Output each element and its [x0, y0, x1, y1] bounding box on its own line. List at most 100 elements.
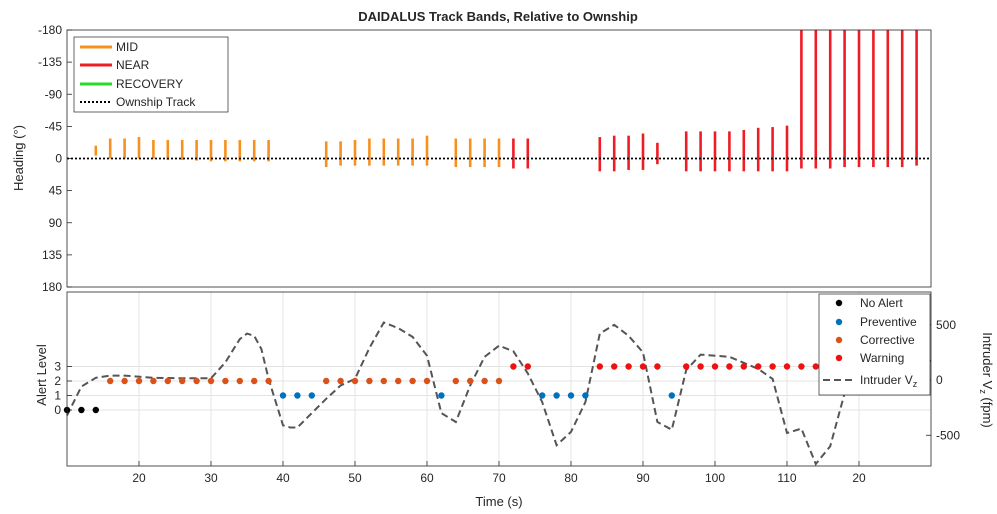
alert-point-preventive: [308, 392, 315, 399]
top-y-tick-label: 45: [49, 184, 63, 198]
alert-point-warning: [683, 363, 690, 370]
alert-point-preventive: [567, 392, 575, 399]
alert-point-corrective: [467, 377, 474, 385]
legend-entry-warning: Warning: [835, 351, 904, 365]
top-y-axis-label: Heading (°): [11, 125, 26, 191]
left-y-tick-label: 3: [54, 360, 61, 374]
alert-point-warning: [697, 363, 704, 370]
alert-point-warning: [798, 363, 805, 370]
legend-label-recovery: RECOVERY: [116, 77, 183, 91]
alert-point-preventive: [294, 392, 301, 399]
alert-point-corrective: [452, 377, 459, 385]
alert-point-warning: [596, 363, 603, 370]
alert-point-corrective: [107, 377, 114, 385]
alert-point-corrective: [150, 377, 157, 385]
alert-point-corrective: [164, 377, 171, 385]
alert-point-preventive: [553, 392, 560, 399]
x-tick-label: 80: [564, 471, 578, 485]
alert-point-warning: [783, 363, 791, 370]
legend-entry-recovery: RECOVERY: [80, 77, 183, 91]
bottom-y-axis-label: Alert Level: [34, 344, 49, 406]
x-tick-label: 20: [132, 471, 146, 485]
legend-entry-near: NEAR: [80, 58, 150, 72]
alert-point-preventive: [668, 392, 675, 399]
right-y-tick-label: 500: [936, 318, 956, 332]
left-y-tick-label: 1: [54, 389, 61, 403]
alert-point-corrective: [380, 377, 387, 385]
alert-point-corrective: [351, 377, 359, 385]
alert-point-preventive: [279, 392, 287, 399]
chart-title: DAIDALUS Track Bands, Relative to Ownshi…: [358, 9, 638, 24]
top-plot-frame: [66, 29, 932, 288]
alert-point-corrective: [495, 377, 503, 385]
legend-label-no-alert: No Alert: [860, 296, 903, 310]
legend-entry-preventive: Preventive: [835, 315, 917, 329]
top-legend: MID NEAR RECOVERY Ownship Track: [73, 36, 229, 113]
alert-point-warning: [812, 363, 819, 370]
bottom-legend-box: [818, 293, 931, 396]
legend-label-mid: MID: [116, 40, 138, 54]
legend-marker-no-alert: [835, 299, 843, 307]
x-tick-label: 60: [420, 471, 434, 485]
alert-point-corrective: [481, 377, 488, 385]
legend-entry-corrective: Corrective: [835, 333, 915, 347]
legend-marker-preventive: [835, 318, 843, 326]
right-y-axis-label-main: Intruder V: [980, 332, 995, 389]
alert-point-warning: [611, 363, 618, 370]
alert-point-corrective: [179, 377, 186, 385]
legend-label-corrective: Corrective: [860, 333, 915, 347]
alert-point-corrective: [323, 377, 330, 385]
x-tick-label: 40: [276, 471, 290, 485]
alert-point-preventive: [539, 392, 546, 399]
legend-label-intruder-vz-subscript: z: [913, 379, 918, 389]
legend-marker-corrective: [835, 336, 843, 344]
alert-point-warning: [740, 363, 747, 370]
alert-point-corrective: [423, 377, 431, 385]
x-tick-label: 30: [204, 471, 218, 485]
alert-point-warning: [510, 363, 517, 370]
alert-point-warning: [755, 363, 762, 370]
alert-point-warning: [726, 363, 733, 370]
x-tick-label: 90: [636, 471, 650, 485]
legend-label-ownship: Ownship Track: [116, 95, 196, 109]
top-y-tick-label: 0: [55, 152, 62, 166]
alert-point-corrective: [222, 377, 229, 385]
legend-label-near: NEAR: [116, 58, 150, 72]
legend-marker-warning: [835, 354, 843, 362]
right-y-axis-label: Intruder Vz (fpm): [978, 332, 995, 428]
top-y-tick-label: -90: [45, 87, 63, 101]
top-legend-box: [73, 36, 229, 113]
top-y-tick-label: 90: [49, 216, 63, 230]
alert-point-corrective: [337, 377, 344, 385]
legend-label-preventive: Preventive: [860, 315, 917, 329]
alert-point-corrective: [395, 377, 402, 385]
alert-point-corrective: [251, 377, 258, 385]
track-bands: [94, 30, 918, 172]
right-y-tick-label: 0: [936, 373, 943, 387]
left-y-tick-label: 0: [54, 403, 61, 417]
alert-point-warning: [654, 363, 661, 370]
alert-point-preventive: [438, 392, 445, 399]
x-tick-label: 20: [852, 471, 866, 485]
right-y-axis-label-unit: (fpm): [980, 394, 995, 428]
alert-point-warning: [711, 363, 719, 370]
alert-point-warning: [639, 363, 647, 370]
alert-point-corrective: [121, 377, 128, 385]
x-tick-label: 100: [705, 471, 725, 485]
alert-point-no-alert: [92, 406, 100, 414]
top-y-tick-label: -135: [38, 55, 62, 69]
legend-label-warning: Warning: [860, 351, 904, 365]
alert-point-corrective: [366, 377, 373, 385]
bottom-plot-frame: [66, 291, 932, 467]
top-y-axis: -180 -135 -90 -45 0 45 90 135 180: [38, 23, 72, 294]
legend-entry-ownship: Ownship Track: [80, 95, 196, 109]
top-y-tick-label: 135: [42, 248, 62, 262]
alert-point-corrective: [193, 377, 200, 385]
alert-point-corrective: [135, 377, 143, 385]
top-y-tick-label: 180: [42, 280, 62, 294]
legend-label-intruder-vz: Intruder Vz: [860, 373, 918, 389]
alert-point-warning: [524, 363, 531, 370]
legend-entry-mid: MID: [80, 40, 138, 54]
